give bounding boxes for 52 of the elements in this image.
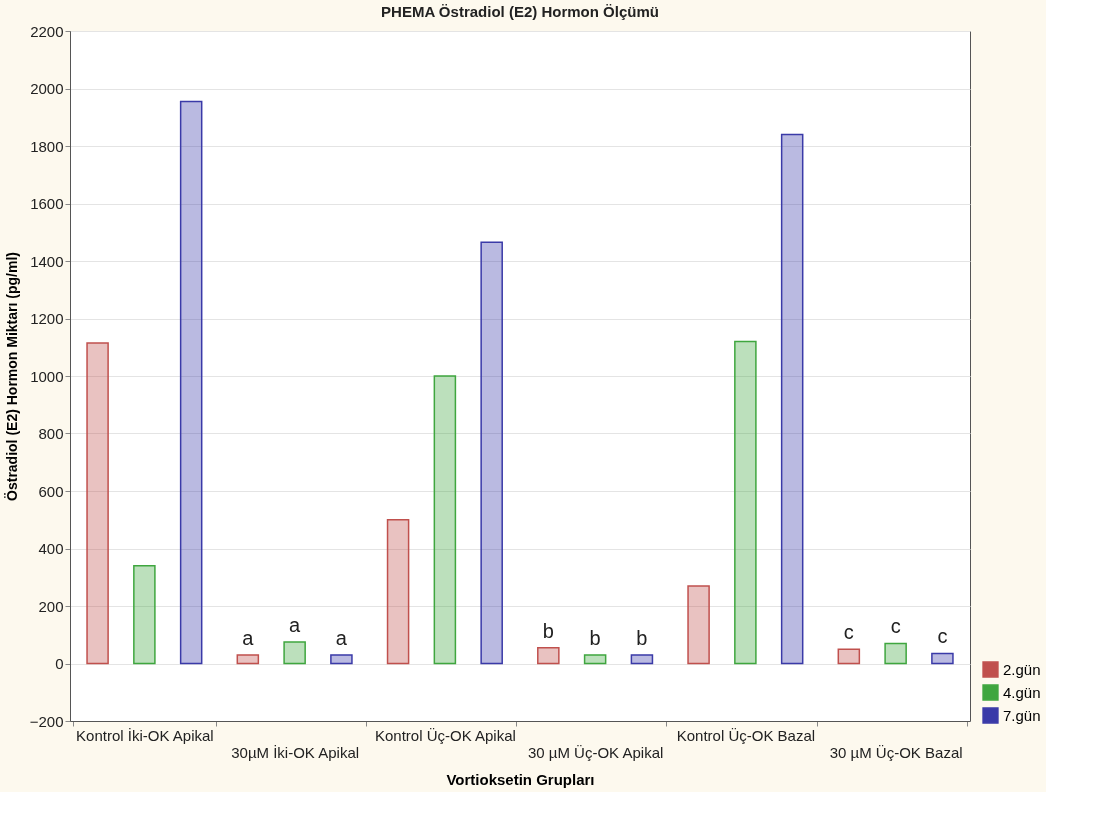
- y-tick-label: 1000: [30, 367, 64, 385]
- bar: [386, 519, 410, 665]
- y-tick-label: 2000: [30, 80, 64, 97]
- data-label: c: [890, 615, 901, 638]
- x-tick-label: 30µM İki-OK Apikal: [231, 743, 360, 761]
- data-label: a: [242, 626, 255, 649]
- y-tick-label: −200: [29, 712, 64, 730]
- bar: [687, 585, 710, 665]
- data-label: b: [636, 626, 648, 649]
- y-tick-label: 400: [38, 540, 64, 557]
- bar: [734, 340, 757, 665]
- bar: [837, 648, 861, 665]
- x-tick-label: Kontrol Üç-OK Bazal: [676, 726, 816, 744]
- y-tick-label: 1600: [30, 195, 64, 212]
- x-tick-label: Kontrol İki-OK Apikal: [76, 726, 214, 744]
- bar: [931, 652, 954, 665]
- y-tick-label: 600: [38, 482, 64, 500]
- y-tick-label: 2200: [30, 22, 64, 40]
- y-tick-label: 200: [38, 597, 64, 615]
- data-label: c: [843, 621, 854, 644]
- data-label: a: [289, 613, 302, 636]
- legend-label: 2.gün: [1003, 660, 1041, 678]
- bar: [583, 654, 607, 665]
- x-tick-label: Kontrol Üç-OK Apikal: [374, 726, 516, 744]
- bar: [179, 100, 203, 665]
- chart-title: PHEMA Östradiol (E2) Hormon Ölçümü: [381, 3, 659, 20]
- bar: [86, 342, 109, 665]
- bar: [330, 654, 353, 665]
- bar: [433, 375, 457, 665]
- y-tick-label: 1800: [30, 137, 64, 155]
- y-tick-label: 1400: [30, 252, 64, 270]
- x-tick-label: 30 µM Üç-OK Bazal: [829, 743, 963, 761]
- data-label: c: [937, 625, 948, 648]
- bar: [133, 565, 156, 665]
- x-tick-label: 30 µM Üç-OK Apikal: [527, 743, 664, 761]
- legend-label: 4.gün: [1003, 683, 1041, 701]
- bar: [884, 642, 907, 665]
- data-label: b: [589, 626, 601, 649]
- data-label: b: [542, 619, 554, 642]
- x-axis-title: Vortioksetin Grupları: [446, 770, 595, 788]
- bar: [480, 241, 503, 665]
- bar: [780, 133, 804, 665]
- y-axis-title: Östradiol (E2) Hormon Miktarı (pg/ml): [3, 252, 20, 501]
- data-label: a: [335, 626, 348, 649]
- bar: [236, 654, 260, 665]
- legend-label: 7.gün: [1003, 706, 1041, 724]
- bar: [283, 641, 306, 665]
- y-tick-label: 1200: [30, 310, 64, 327]
- y-tick-label: 800: [38, 425, 64, 442]
- bar: [537, 646, 560, 665]
- bar: [630, 654, 654, 665]
- y-tick-label: 0: [55, 655, 64, 672]
